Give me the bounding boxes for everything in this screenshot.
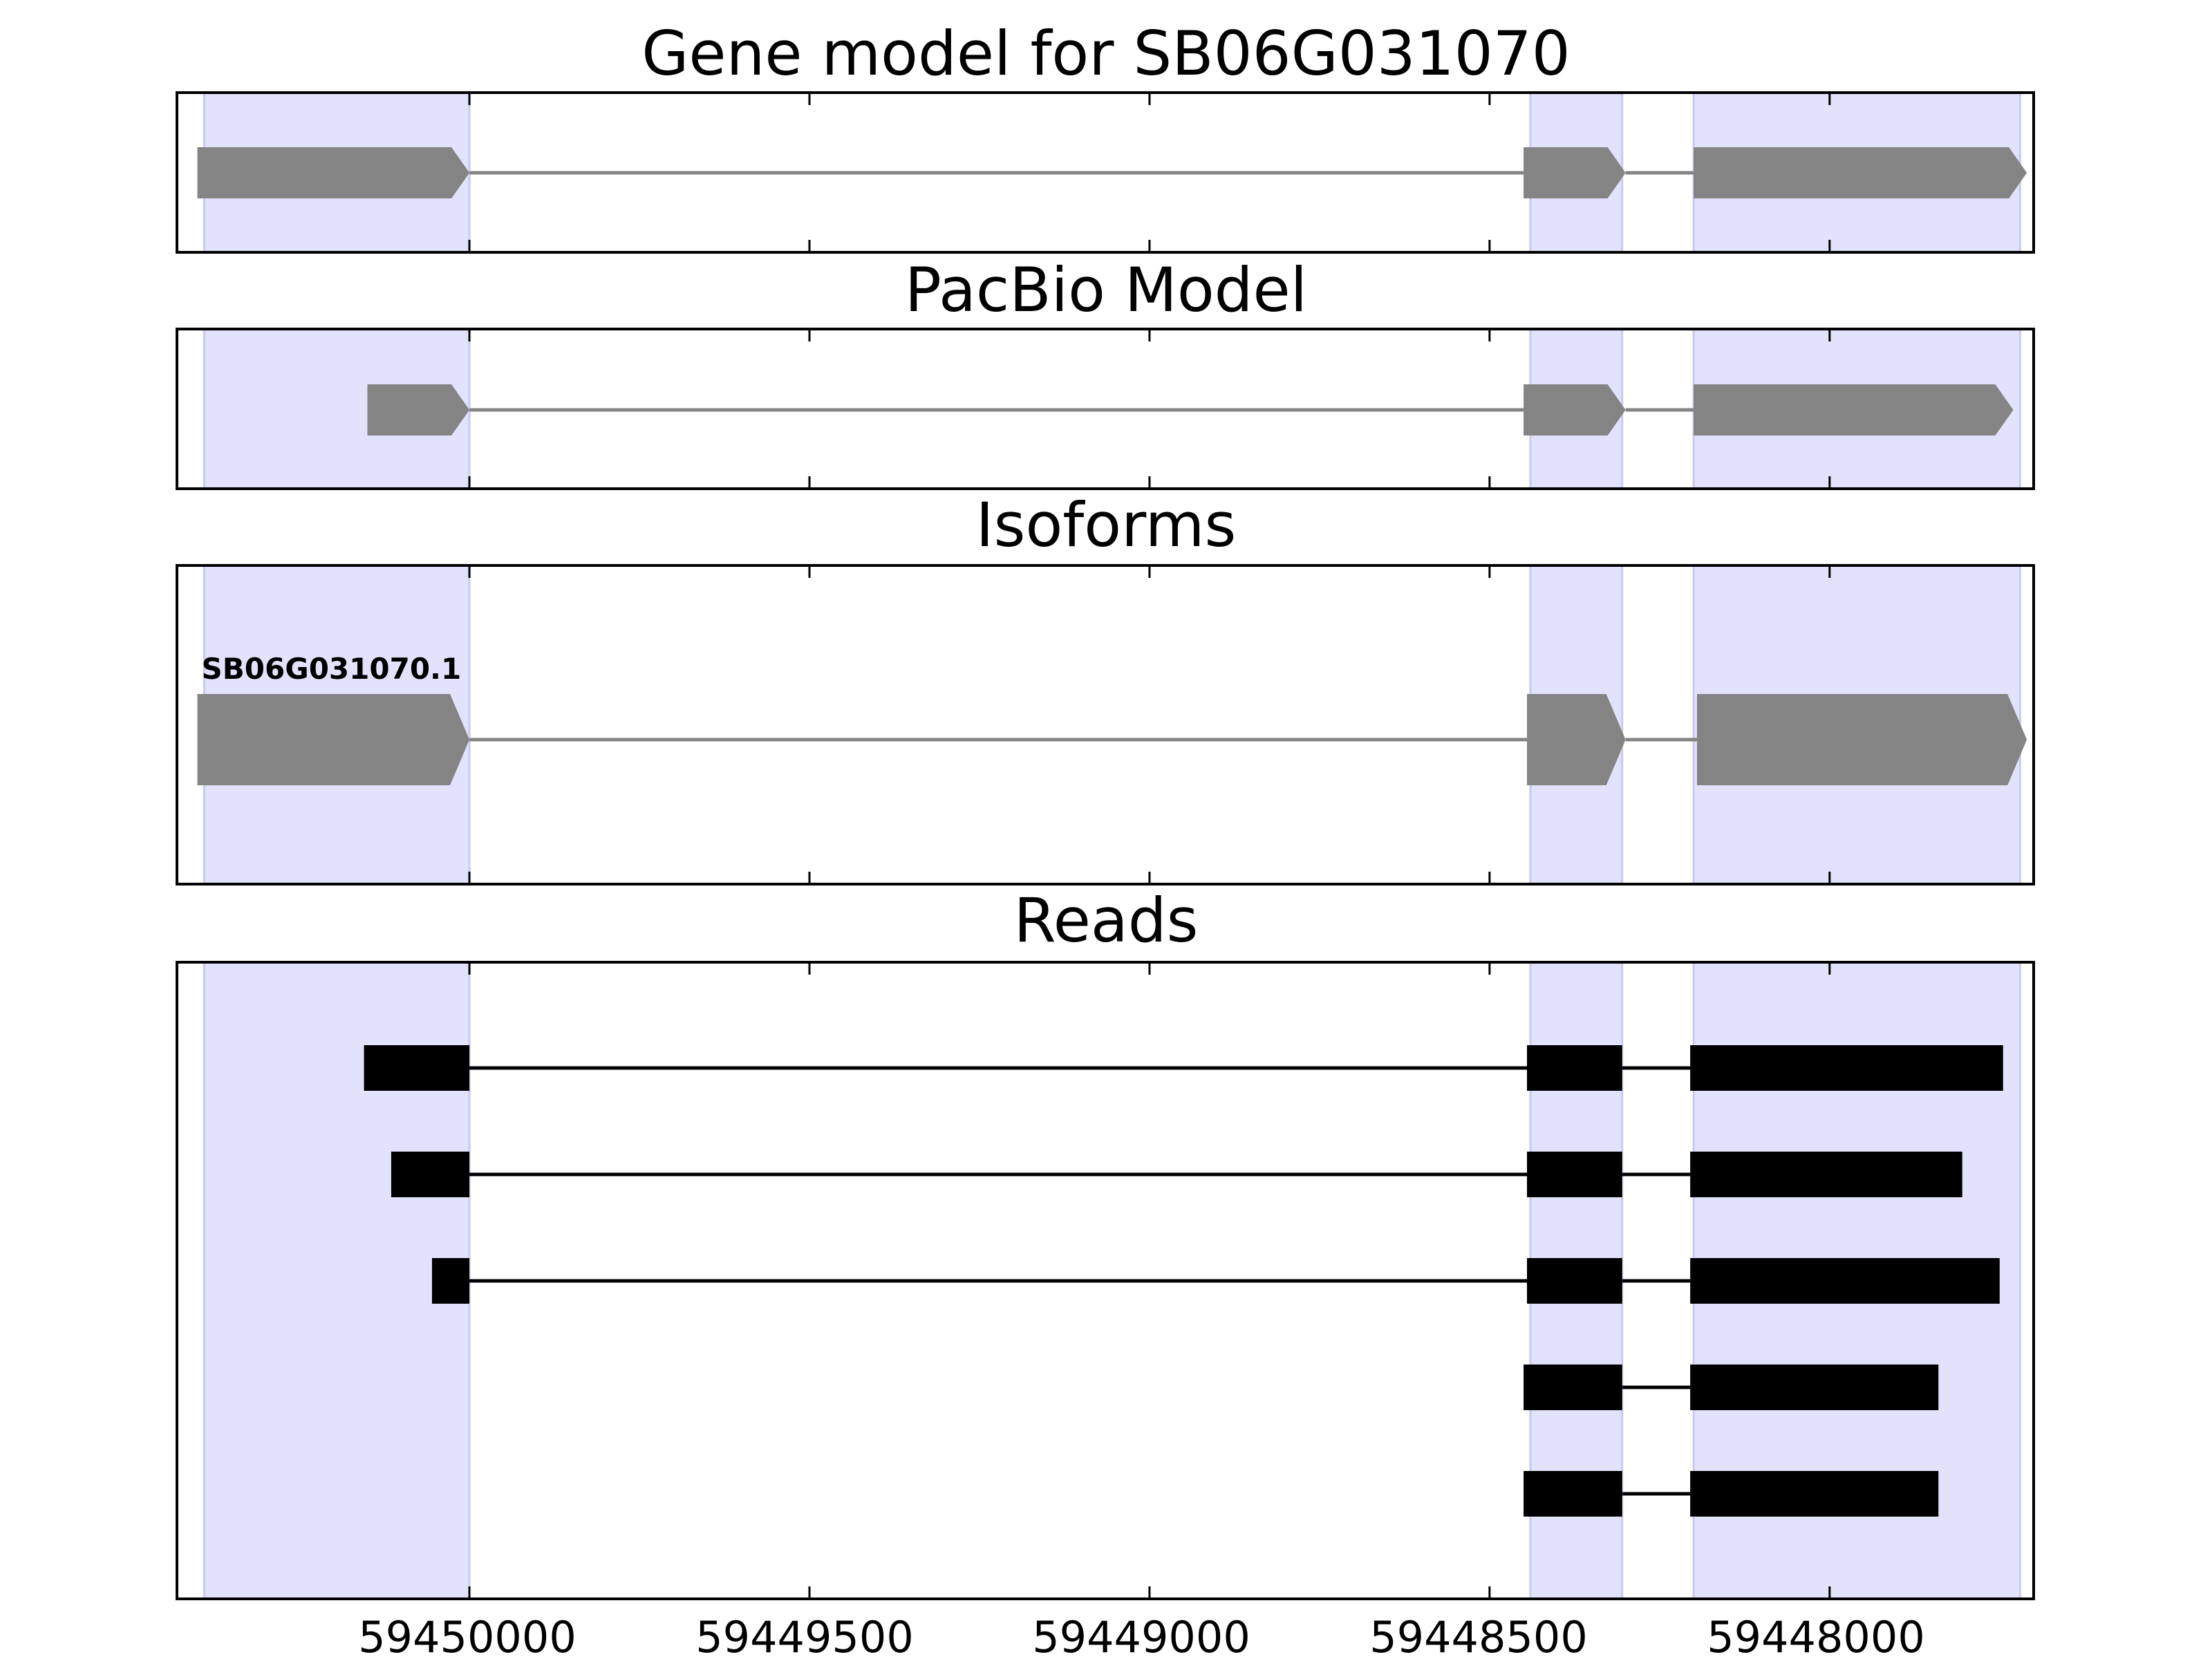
exon-arrow	[367, 384, 470, 435]
panel-title-isoforms: Isoforms	[976, 489, 1237, 561]
feature-layer	[364, 1045, 2003, 1517]
x-tick-label: 59449000	[1032, 1612, 1250, 1659]
x-tick-label: 59448500	[1369, 1612, 1588, 1659]
x-axis: 59450000 59449500 59449000 59448500 5944…	[358, 1612, 1925, 1659]
read-exon-block	[1524, 1365, 1622, 1410]
panel-isoforms: Isoforms SB06G031070.1	[176, 489, 2035, 885]
read-exon-block	[1690, 1258, 2000, 1304]
panel-frame	[176, 328, 2035, 490]
read-exon-block	[391, 1152, 470, 1197]
read-exon-block	[1690, 1365, 1939, 1410]
read-exon-block	[1527, 1045, 1622, 1091]
panel-title-gene-model: Gene model for SB06G031070	[641, 18, 1571, 89]
panel-frame	[176, 91, 2035, 254]
read-exon-block	[1690, 1471, 1939, 1517]
panel-frame	[176, 564, 2035, 885]
exon-arrow	[1694, 147, 2027, 198]
exon-arrow	[1696, 694, 2027, 785]
read-exon-block	[431, 1258, 470, 1304]
isoform-label: SB06G031070.1	[202, 652, 462, 686]
feature-layer	[197, 147, 2027, 198]
tick-marks	[468, 329, 1831, 489]
tick-marks	[468, 93, 1831, 252]
read-exon-block	[1527, 1152, 1622, 1197]
read-exon-block	[364, 1045, 470, 1091]
read-exon-block	[1690, 1152, 1962, 1197]
tick-marks	[468, 565, 1831, 884]
exon-arrow	[1524, 147, 1626, 198]
panel-pacbio-model: PacBio Model	[176, 254, 2035, 490]
x-tick-label: 59450000	[358, 1612, 577, 1659]
exon-arrow	[1527, 694, 1626, 785]
exon-arrow	[197, 694, 470, 785]
feature-layer	[367, 384, 2014, 435]
read-exon-block	[1524, 1471, 1622, 1517]
exon-arrow	[1694, 384, 2014, 435]
panel-gene-model: Gene model for SB06G031070	[176, 18, 2035, 254]
exon-arrow	[197, 147, 470, 198]
tick-marks	[468, 962, 1831, 1599]
panel-frame	[176, 961, 2035, 1600]
x-tick-label: 59448000	[1707, 1612, 1925, 1659]
panel-reads: Reads	[176, 885, 2035, 1600]
read-exon-block	[1527, 1258, 1622, 1304]
panel-title-pacbio-model: PacBio Model	[905, 254, 1307, 326]
panel-title-reads: Reads	[1014, 885, 1199, 956]
exon-arrow	[1524, 384, 1626, 435]
read-exon-block	[1690, 1045, 2003, 1091]
x-tick-label: 59449500	[695, 1612, 914, 1659]
feature-layer: SB06G031070.1	[197, 652, 2027, 785]
